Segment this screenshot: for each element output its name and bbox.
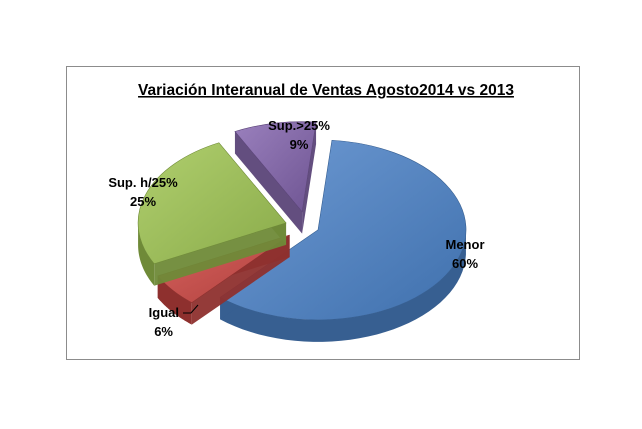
slice-sup-h25-label: Sup. h/25% 25% [108, 175, 178, 209]
slice-sup-h25-top [137, 142, 287, 265]
slice-igual-value-label: 6% [154, 324, 173, 339]
slice-sup-gt25-category-label: Sup.>25% [268, 118, 330, 133]
slice-sup-h25-edge [154, 222, 287, 286]
pie-chart: Variación Interanual de Ventas Agosto201… [108, 82, 514, 342]
slice-menor-value-label: 60% [452, 256, 478, 271]
slice-menor-side [220, 232, 466, 342]
slice-sup-gt25-edge [302, 122, 317, 234]
slices-layer [137, 121, 467, 342]
slice-igual-label: Igual 6% [149, 305, 179, 339]
slice-sup-h25 [137, 142, 287, 286]
chart-title: Variación Interanual de Ventas Agosto201… [138, 82, 514, 99]
labels-layer: Menor 60% Igual 6% Sup. h/25% 25% Sup.>25% 9% [108, 118, 484, 339]
slice-sup-h25-side [138, 222, 155, 286]
slice-sup-gt25 [234, 121, 317, 234]
slice-igual-leader-line [183, 304, 199, 314]
slice-sup-gt25-edge [234, 131, 303, 234]
slice-sup-gt25-top [234, 121, 317, 213]
slice-sup-gt25-value-label: 9% [290, 137, 309, 152]
slice-menor-label: Menor 60% [446, 237, 485, 271]
slice-menor [219, 139, 467, 342]
slice-menor-category-label: Menor [446, 237, 485, 252]
chart-area: Variación Interanual de Ventas Agosto201… [66, 66, 580, 360]
slice-sup-h25-value-label: 25% [130, 194, 156, 209]
slice-menor-top [219, 139, 467, 321]
slice-sup-gt25-label: Sup.>25% 9% [268, 118, 330, 152]
slice-sup-h25-category-label: Sup. h/25% [108, 175, 178, 190]
slice-igual-category-label: Igual [149, 305, 179, 320]
